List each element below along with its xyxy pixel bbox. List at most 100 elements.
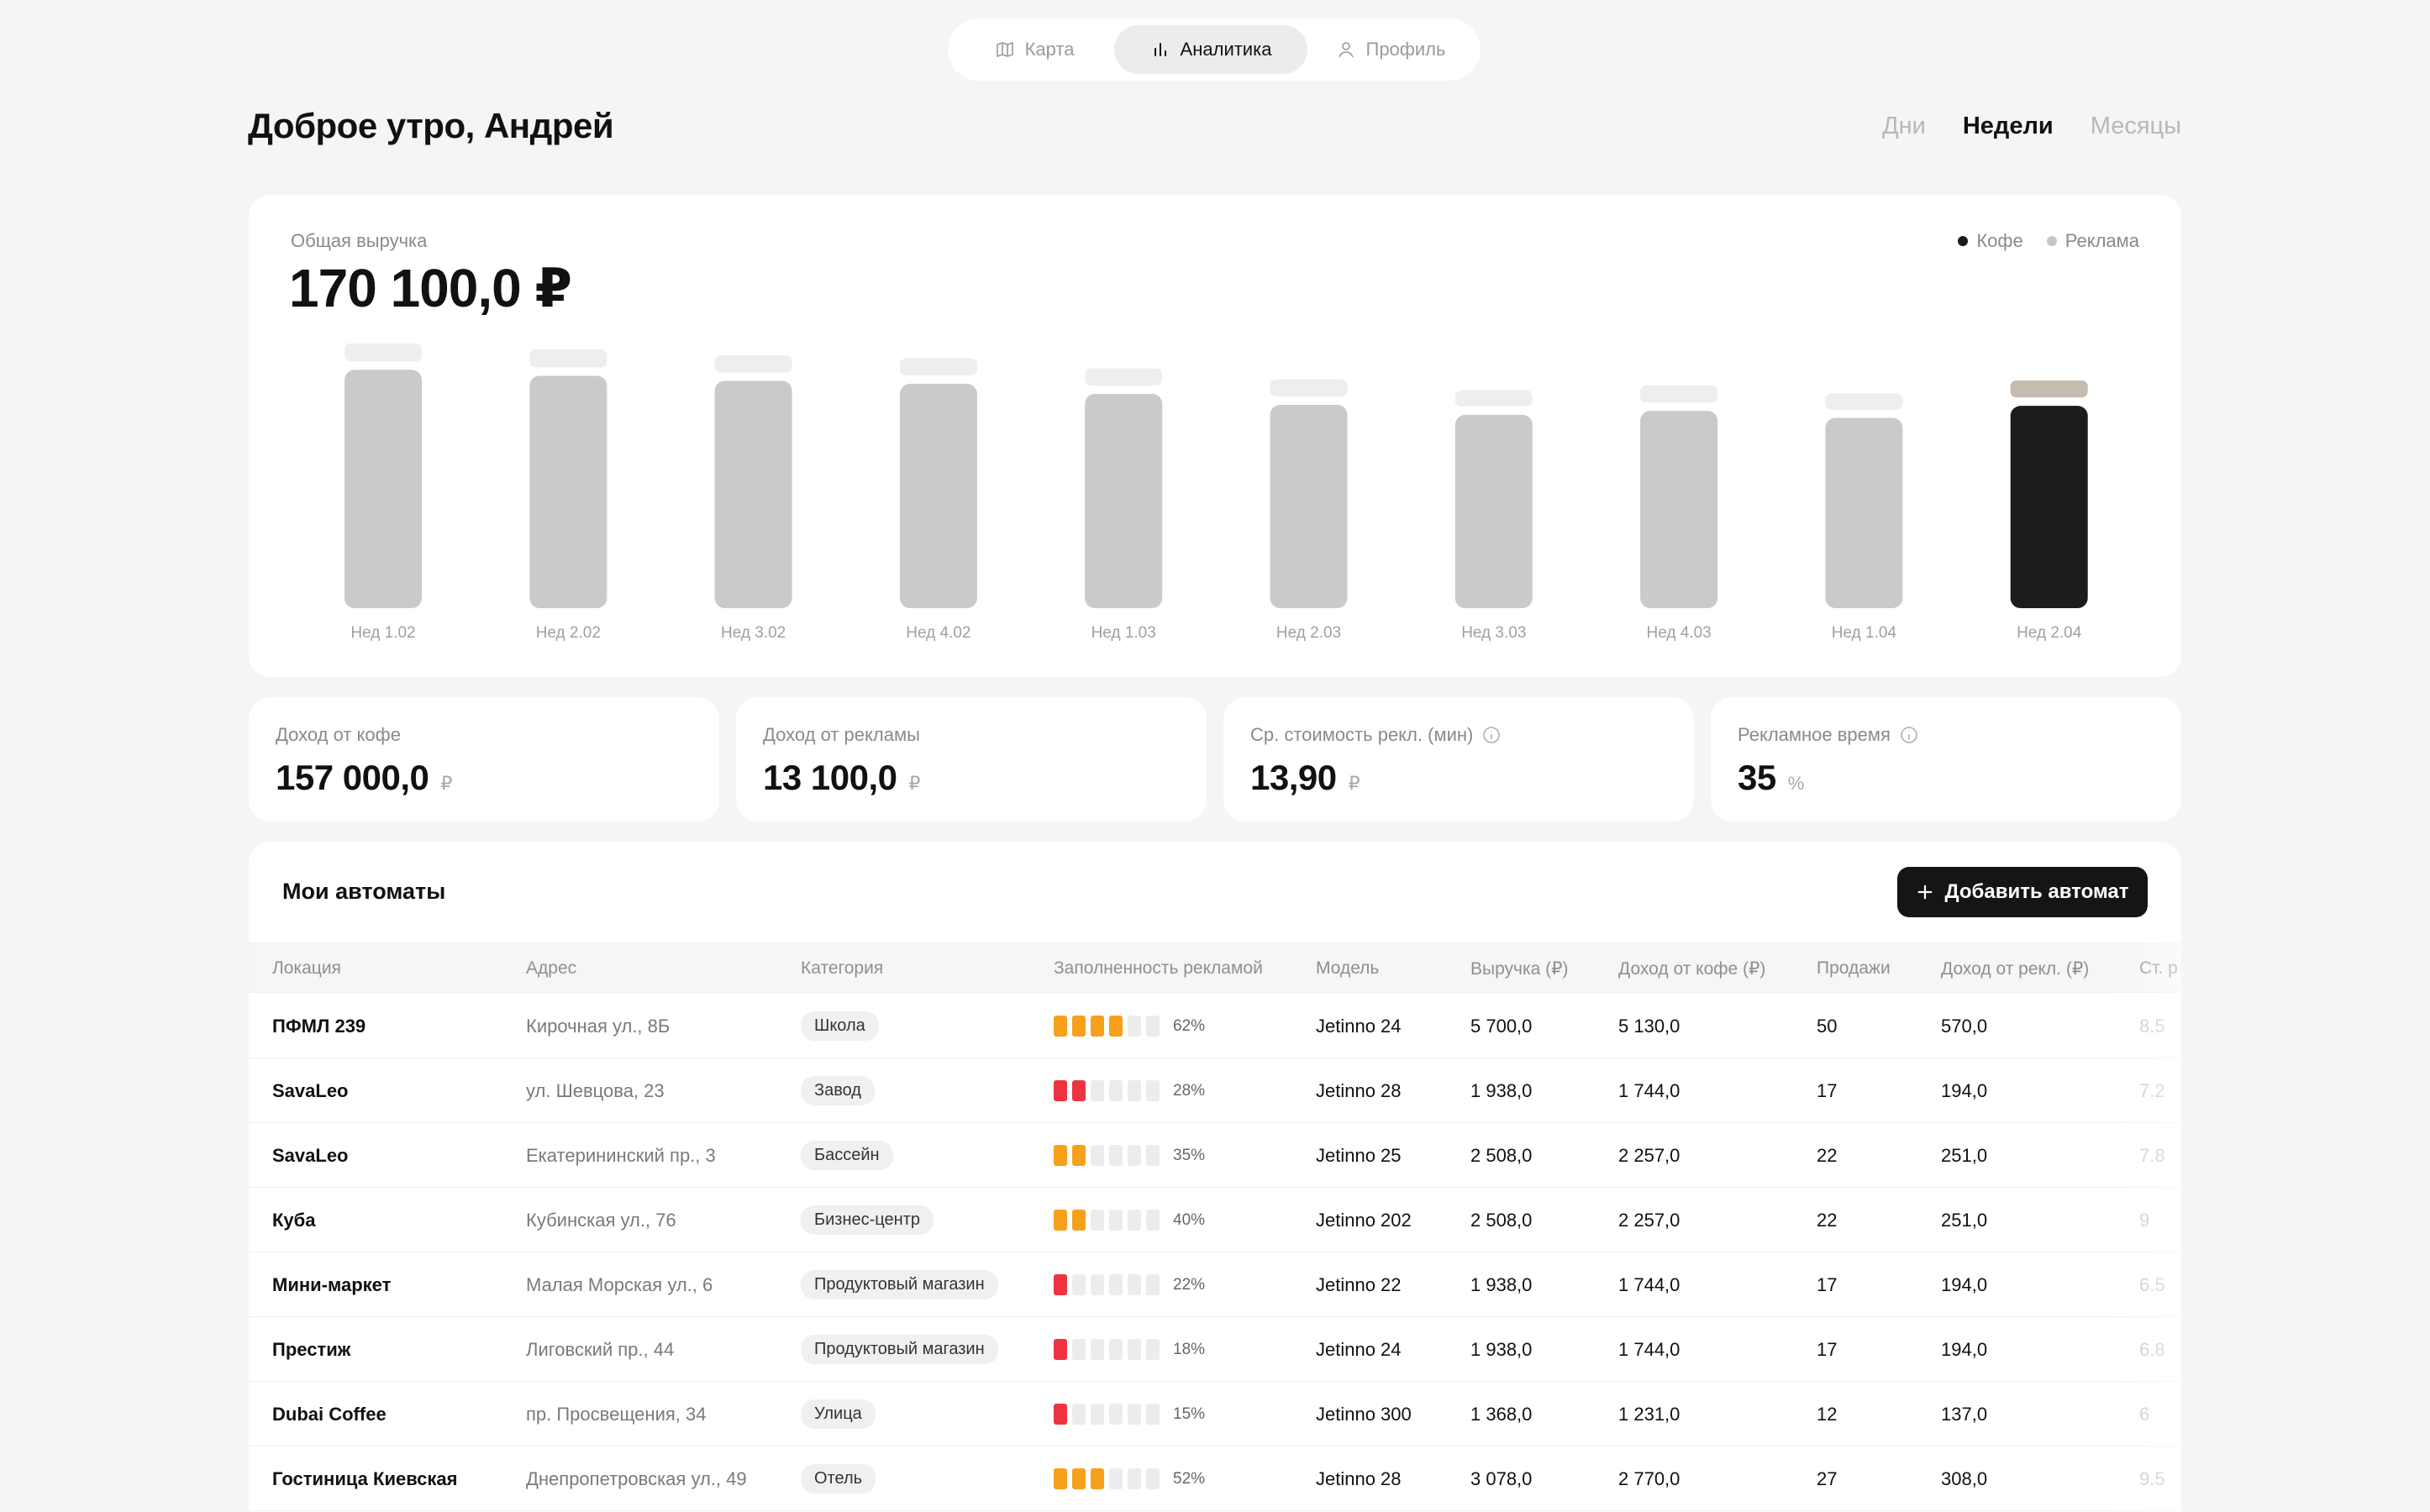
bar-ad[interactable] bbox=[1454, 390, 1533, 407]
table-row[interactable]: SavaLeo ул. Шевцова, 23 Завод 28% Jetinno 28… bbox=[249, 1058, 2181, 1123]
fill-percent: 52% bbox=[1173, 1469, 1206, 1488]
cell-ad-fill: 28% bbox=[1054, 1058, 1205, 1123]
bar-coffee[interactable] bbox=[2010, 406, 2088, 608]
bar-coffee[interactable] bbox=[1640, 411, 1718, 608]
table-row[interactable]: Dubai Coffee пр. Просвещения, 34 Улица 15% J… bbox=[249, 1382, 2181, 1446]
bar-ad[interactable] bbox=[714, 355, 792, 373]
fill-segment bbox=[1054, 1468, 1067, 1489]
bar-ad[interactable] bbox=[1270, 379, 1348, 396]
fill-segment bbox=[1109, 1339, 1123, 1360]
revenue-label: Общая выручка bbox=[291, 230, 428, 251]
fill-segment bbox=[1072, 1468, 1086, 1489]
column-header[interactable]: Доход от рекл. (₽) bbox=[1941, 959, 2090, 979]
bar-group[interactable]: Нед 1.04 bbox=[1825, 393, 1903, 642]
info-icon[interactable] bbox=[1899, 725, 1919, 745]
bar-group[interactable]: Нед 2.03 bbox=[1270, 379, 1348, 642]
fill-segment bbox=[1072, 1080, 1086, 1101]
fill-segment bbox=[1072, 1339, 1086, 1360]
nav-tab-map-label: Карта bbox=[1024, 39, 1075, 60]
bar-ad[interactable] bbox=[345, 343, 422, 362]
bar-coffee[interactable] bbox=[529, 375, 608, 608]
stat-label: Ср. стоимость рекл. (мин) bbox=[1250, 724, 1502, 746]
x-tick-label: Нед 3.02 bbox=[721, 624, 786, 642]
bar-coffee[interactable] bbox=[714, 381, 792, 608]
cell-model: Jetinno 28 bbox=[1316, 1467, 1402, 1489]
bar-group[interactable]: Нед 2.04 bbox=[2010, 380, 2088, 642]
column-header[interactable]: Выручка (₽) bbox=[1470, 959, 1569, 979]
bar-ad[interactable] bbox=[1825, 393, 1903, 410]
fill-segment bbox=[1091, 1210, 1104, 1231]
cell-ad-cost: 6 bbox=[2139, 1403, 2150, 1425]
bar-group[interactable]: Нед 1.03 bbox=[1085, 368, 1163, 642]
fill-segment bbox=[1091, 1339, 1104, 1360]
bar-coffee[interactable] bbox=[345, 370, 422, 608]
cell-model: Jetinno 24 bbox=[1316, 1015, 1402, 1037]
nav-tab-profile[interactable]: Профиль bbox=[1307, 25, 1474, 74]
column-header[interactable]: Локация bbox=[272, 958, 341, 978]
nav-tab-map[interactable]: Карта bbox=[955, 25, 1114, 74]
machines-card: Мои автоматы Добавить автомат Локация Адр… bbox=[249, 842, 2181, 1512]
fill-segment bbox=[1109, 1404, 1123, 1425]
stat-label: Доход от рекламы bbox=[763, 724, 920, 746]
bar-ad[interactable] bbox=[2010, 380, 2088, 398]
column-header[interactable]: Заполненность рекламой bbox=[1054, 958, 1263, 978]
period-tab-days[interactable]: Дни bbox=[1882, 113, 1926, 139]
column-header[interactable]: Продажи bbox=[1817, 958, 1891, 978]
bar-group[interactable]: Нед 3.02 bbox=[714, 355, 792, 642]
bar-group[interactable]: Нед 2.02 bbox=[529, 349, 608, 642]
cell-ad-fill: 35% bbox=[1054, 1123, 1205, 1188]
cell-sales: 27 bbox=[1817, 1467, 1838, 1489]
fill-segment bbox=[1054, 1016, 1067, 1037]
fill-segment bbox=[1054, 1145, 1067, 1166]
table-row[interactable]: Гостиница Киевская Днепропетровская ул., … bbox=[249, 1446, 2181, 1511]
bar-group[interactable]: Нед 3.03 bbox=[1454, 390, 1533, 642]
bar-coffee[interactable] bbox=[899, 383, 977, 608]
bar-ad[interactable] bbox=[1640, 385, 1718, 403]
bar-group[interactable]: Нед 4.03 bbox=[1640, 385, 1718, 642]
bar-ad[interactable] bbox=[1085, 368, 1163, 386]
cell-ad-fill: 18% bbox=[1054, 1317, 1205, 1382]
bar-ad[interactable] bbox=[899, 358, 977, 375]
info-icon[interactable] bbox=[1481, 725, 1502, 745]
column-header[interactable]: Ст. р bbox=[2139, 958, 2178, 978]
bar-group[interactable]: Нед 4.02 bbox=[899, 358, 977, 642]
nav-tab-analytics[interactable]: Аналитика bbox=[1114, 25, 1307, 74]
cell-coffee-income: 5 130,0 bbox=[1618, 1015, 1680, 1037]
table-row[interactable]: Мини-маркет Малая Морская ул., 6 Продуктов… bbox=[249, 1252, 2181, 1317]
column-header[interactable]: Доход от кофе (₽) bbox=[1618, 959, 1766, 979]
add-machine-button[interactable]: Добавить автомат bbox=[1897, 867, 2148, 917]
fill-segment bbox=[1128, 1016, 1141, 1037]
cell-ad-cost: 9 bbox=[2139, 1209, 2150, 1231]
bar-ad[interactable] bbox=[529, 349, 608, 368]
bar-group[interactable]: Нед 1.02 bbox=[345, 343, 422, 642]
fill-segment bbox=[1109, 1468, 1123, 1489]
stat-label-text: Ср. стоимость рекл. (мин) bbox=[1250, 724, 1474, 745]
fill-percent: 62% bbox=[1173, 1016, 1206, 1035]
table-row[interactable]: Престиж Лиговский пр., 44 Продуктовый мага… bbox=[249, 1317, 2181, 1382]
period-tab-months[interactable]: Месяцы bbox=[2090, 113, 2181, 139]
stat-value: 13,90 bbox=[1250, 758, 1337, 797]
table-row[interactable]: Куба Кубинская ул., 76 Бизнес-центр 40% Jeti… bbox=[249, 1188, 2181, 1252]
nav-tab-profile-label: Профиль bbox=[1365, 39, 1446, 60]
legend-dot-ads bbox=[2046, 236, 2057, 246]
x-tick-label: Нед 2.04 bbox=[2017, 624, 2082, 642]
cell-coffee-income: 2 257,0 bbox=[1618, 1144, 1680, 1166]
cell-sales: 17 bbox=[1817, 1273, 1838, 1295]
fill-percent: 18% bbox=[1173, 1340, 1206, 1358]
bar-coffee[interactable] bbox=[1270, 404, 1348, 608]
bar-coffee[interactable] bbox=[1085, 393, 1163, 608]
cell-model: Jetinno 300 bbox=[1316, 1403, 1412, 1425]
column-header[interactable]: Адрес bbox=[526, 958, 577, 978]
period-tab-weeks[interactable]: Недели bbox=[1962, 113, 2054, 139]
category-tag: Бассейн bbox=[801, 1141, 893, 1170]
cell-ad-fill: 62% bbox=[1054, 994, 1205, 1058]
table-row[interactable]: ПФМЛ 239 Кирочная ул., 8Б Школа 62% Jetinno … bbox=[249, 994, 2181, 1058]
cell-sales: 22 bbox=[1817, 1209, 1838, 1231]
bar-coffee[interactable] bbox=[1825, 417, 1903, 608]
bar-coffee[interactable] bbox=[1454, 414, 1533, 608]
cell-location: Куба bbox=[272, 1209, 316, 1231]
table-row[interactable]: SavaLeo Екатерининский пр., 3 Бассейн 35% Je… bbox=[249, 1123, 2181, 1188]
column-header[interactable]: Модель bbox=[1316, 958, 1380, 978]
column-header[interactable]: Категория bbox=[801, 958, 884, 978]
stat-card-avg-ad-cost: Ср. стоимость рекл. (мин) 13,90 ₽ bbox=[1223, 697, 1694, 822]
